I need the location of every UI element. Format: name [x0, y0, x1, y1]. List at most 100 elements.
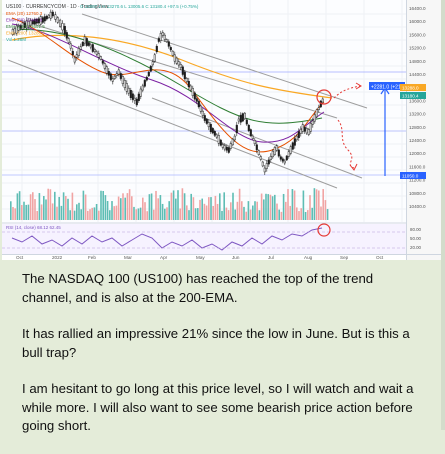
candle-body	[265, 163, 268, 169]
candle-body	[221, 144, 224, 148]
volume-bar	[269, 194, 272, 220]
volume-bars	[10, 188, 329, 220]
candle-body	[219, 139, 222, 146]
volume-bar	[54, 191, 56, 220]
candle-body	[91, 44, 94, 52]
volume-bar	[205, 205, 208, 220]
volume-bar	[25, 204, 27, 220]
volume-bar	[144, 202, 146, 220]
rsi-axis-label: 80.00	[410, 227, 422, 232]
candle-body	[107, 71, 110, 76]
volume-bar	[142, 197, 144, 220]
candle-body	[285, 155, 288, 161]
candle-body	[103, 63, 106, 69]
volume-bar	[115, 205, 118, 220]
candle-body	[61, 23, 64, 31]
volume-bar	[150, 193, 153, 220]
indicator-legend-item: EMA (50) 12442.8	[6, 18, 43, 23]
candle-body	[167, 41, 170, 47]
candle-body	[43, 16, 46, 22]
volume-bar	[183, 193, 186, 220]
price-axis-label: 10400.0	[409, 204, 426, 209]
volume-bar	[249, 209, 252, 220]
volume-bar	[65, 196, 67, 220]
volume-bar	[188, 210, 190, 220]
candle-body	[293, 138, 296, 146]
volume-bar	[203, 203, 206, 220]
candle-body	[193, 92, 196, 100]
candle-body	[51, 11, 54, 17]
volume-bar	[124, 197, 126, 220]
volume-bar	[21, 205, 23, 220]
candle-body	[205, 118, 208, 124]
volume-bar	[276, 203, 278, 220]
candle-body	[13, 28, 16, 34]
volume-bar	[274, 194, 276, 220]
candlesticks	[11, 9, 324, 175]
volume-bar	[214, 195, 217, 220]
volume-bar	[210, 197, 212, 220]
indicator-legend-item: EMA (100) 12691.5	[6, 24, 45, 29]
page-scroll-rail[interactable]	[441, 0, 445, 430]
rsi-axis-label: 50.00	[410, 236, 422, 241]
candle-body	[125, 83, 128, 92]
volume-bar	[157, 198, 159, 220]
ohlc-line: O 13087.2 H 13270.6 L 13005.6 C 13180.4 …	[80, 4, 199, 9]
candle-body	[289, 146, 292, 154]
price-axis-label: 13200.0	[409, 112, 426, 117]
candle-body	[301, 124, 304, 132]
time-axis-label: Oct	[376, 255, 384, 260]
candle-body	[85, 38, 88, 46]
volume-bar	[258, 210, 261, 220]
candle-body	[113, 75, 116, 79]
volume-bar	[131, 196, 133, 220]
candle-body	[235, 124, 238, 134]
candle-body	[195, 98, 198, 102]
price-axis-label: 16000.0	[409, 19, 426, 24]
candle-body	[277, 149, 280, 157]
volume-bar	[293, 190, 296, 220]
volume-bar	[245, 211, 247, 220]
volume-bar	[201, 198, 203, 220]
candle-body	[283, 160, 286, 164]
volume-bar	[194, 208, 197, 220]
volume-bar	[113, 206, 115, 220]
candle-body	[175, 57, 178, 64]
volume-bar	[49, 189, 52, 220]
volume-bar	[291, 189, 294, 220]
candle-body	[157, 38, 160, 42]
volume-bar	[313, 188, 316, 220]
volume-bar	[58, 196, 60, 220]
candle-body	[105, 66, 108, 74]
volume-bar	[170, 192, 173, 220]
volume-bar	[265, 193, 267, 220]
post-body: The NASDAQ 100 (US100) has reached the t…	[22, 270, 422, 454]
candle-body	[37, 18, 40, 24]
time-axis-label: Aug	[304, 255, 313, 260]
volume-bar	[139, 207, 142, 220]
volume-bar	[177, 190, 179, 220]
candle-body	[137, 93, 140, 101]
post-paragraph: The NASDAQ 100 (US100) has reached the t…	[22, 271, 374, 305]
candle-body	[56, 17, 59, 23]
candle-body	[17, 26, 20, 31]
candle-body	[127, 87, 130, 94]
indicator-legend-item: EMA (20) 12760.3	[6, 11, 43, 16]
volume-bar	[18, 191, 21, 220]
candle-body	[67, 38, 70, 43]
candle-body	[165, 39, 168, 42]
candle-body	[65, 32, 68, 39]
candle-body	[33, 19, 36, 25]
volume-bar	[212, 205, 214, 220]
volume-bar	[256, 201, 258, 220]
candle-body	[299, 128, 302, 134]
candle-body	[183, 71, 186, 79]
symbol-line: US100 · CURRENCYCOM · 1D · TradingView	[6, 4, 109, 10]
price-tag-label: 11050.0	[402, 174, 419, 179]
volume-bar	[302, 190, 305, 220]
volume-bar	[109, 210, 111, 220]
volume-bar	[76, 204, 78, 220]
candle-body	[237, 118, 240, 122]
candle-body	[213, 131, 216, 136]
candle-body	[161, 32, 164, 36]
